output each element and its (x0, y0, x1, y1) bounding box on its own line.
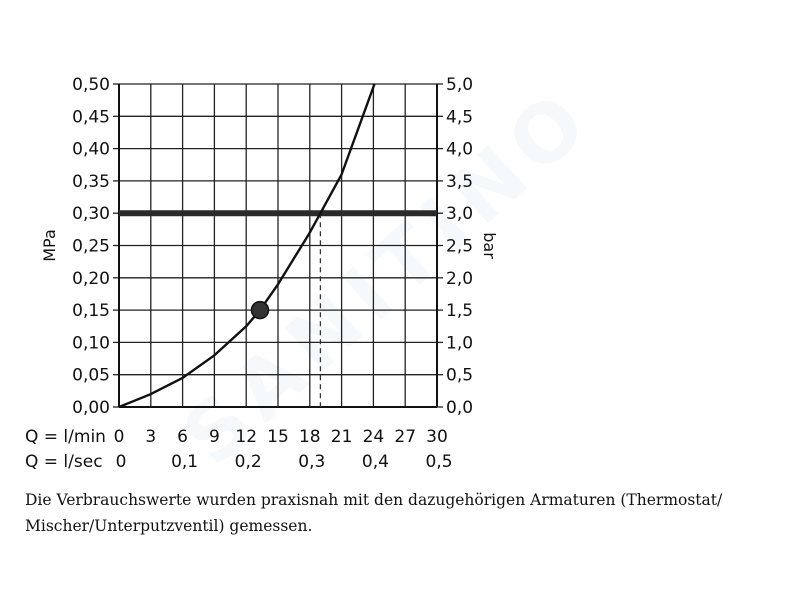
x-lmin-tick-label: 3 (145, 427, 156, 447)
y-right-tick-label: 3,5 (446, 172, 473, 192)
y-axis-left-title: MPa (40, 229, 59, 262)
x-lsec-tick-label: 0,2 (235, 452, 262, 472)
x-lmin-tick-label: 9 (209, 427, 220, 447)
y-left-tick-label: 0,40 (72, 140, 110, 160)
x-lsec-tick-label: 0,3 (298, 452, 325, 472)
y-right-tick-label: 2,0 (446, 269, 473, 289)
y-right-tick-label: 0,0 (446, 398, 473, 418)
y-left-tick-label: 0,20 (72, 269, 110, 289)
caption-line-2: Mischer/Unterputzventil) gemessen. (25, 517, 313, 535)
x-lsec-tick-label: 0,5 (425, 452, 452, 472)
chart-grid (113, 83, 443, 408)
y-right-tick-label: 4,0 (446, 140, 473, 160)
caption: Die Verbrauchswerte wurden praxisnah mit… (25, 487, 765, 539)
x-lmin-tick-label: 30 (426, 427, 448, 447)
y-right-tick-label: 3,0 (446, 204, 473, 224)
y-right-tick-label: 4,5 (446, 107, 473, 127)
chart-curve-layer (118, 83, 437, 409)
y-left-tick-label: 0,50 (72, 75, 110, 95)
x-axis-lmin-title: Q = l/min (25, 427, 106, 447)
x-lmin-tick-label: 24 (363, 427, 385, 447)
marker-point (250, 300, 270, 320)
x-lmin-tick-label: 27 (394, 427, 416, 447)
x-lmin-tick-label: 21 (331, 427, 353, 447)
y-left-tick-label: 0,30 (72, 204, 110, 224)
y-left-tick-label: 0,00 (72, 398, 110, 418)
y-axis-right-title: bar (480, 232, 499, 259)
x-lsec-tick-label: 0,1 (171, 452, 198, 472)
y-right-tick-label: 0,5 (446, 366, 473, 386)
x-lmin-tick-label: 12 (235, 427, 257, 447)
y-right-tick-label: 1,0 (446, 333, 473, 353)
flow-pressure-chart: 0,000,050,100,150,200,250,300,350,400,45… (25, 75, 499, 472)
y-left-tick-label: 0,10 (72, 333, 110, 353)
x-lmin-tick-label: 6 (177, 427, 188, 447)
y-right-tick-label: 2,5 (446, 237, 473, 257)
y-left-tick-label: 0,25 (72, 237, 110, 257)
y-left-tick-label: 0,05 (72, 366, 110, 386)
y-right-tick-label: 1,5 (446, 301, 473, 321)
y-left-tick-label: 0,15 (72, 301, 110, 321)
y-left-tick-label: 0,45 (72, 107, 110, 127)
y-left-tick-label: 0,35 (72, 172, 110, 192)
x-axis-lsec-title: Q = l/sec (25, 452, 103, 472)
chart-tick-labels: 0,000,050,100,150,200,250,300,350,400,45… (72, 75, 473, 472)
y-right-tick-label: 5,0 (446, 75, 473, 95)
x-lmin-tick-label: 15 (267, 427, 289, 447)
caption-line-1: Die Verbrauchswerte wurden praxisnah mit… (25, 491, 723, 509)
x-lsec-tick-label: 0,4 (362, 452, 389, 472)
x-lmin-tick-label: 0 (114, 427, 125, 447)
x-lsec-tick-label: 0 (116, 452, 127, 472)
x-lmin-tick-label: 18 (299, 427, 321, 447)
